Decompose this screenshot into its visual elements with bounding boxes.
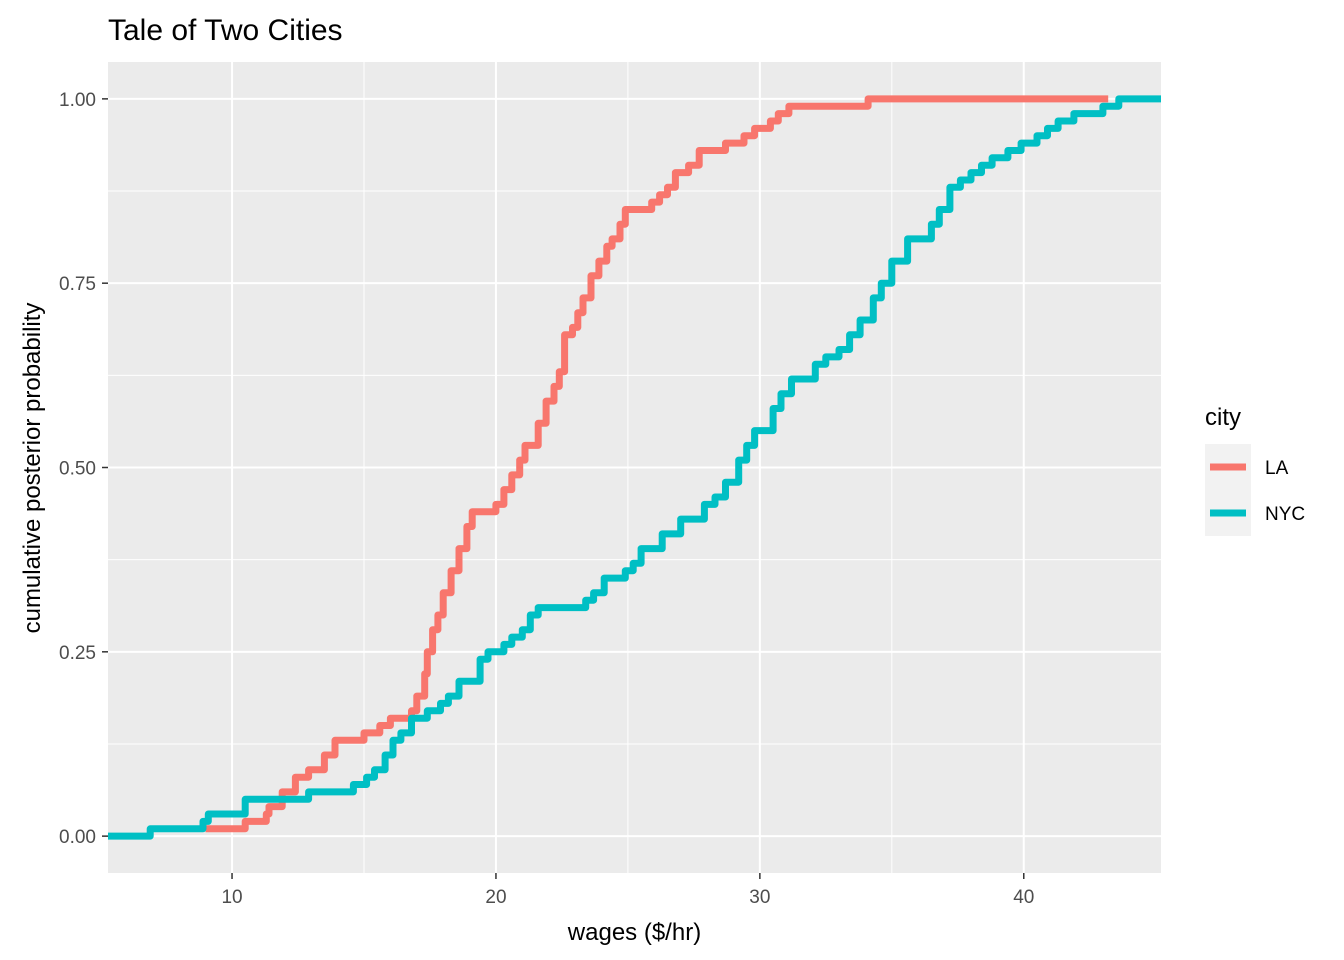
x-axis: 10 20 30 40 <box>221 873 1034 908</box>
x-axis-title: wages ($/hr) <box>567 919 701 946</box>
legend-label-la: LA <box>1265 458 1289 479</box>
x-tick-label: 10 <box>221 887 242 908</box>
series-layer <box>108 95 1161 840</box>
y-tick-label: 0.75 <box>59 274 96 295</box>
major-gridlines <box>108 62 1161 873</box>
y-axis-title: cumulative posterior probability <box>19 303 46 634</box>
y-axis: 0.00 0.25 0.50 0.75 1.00 <box>59 90 108 848</box>
y-tick-label: 0.00 <box>59 827 96 848</box>
x-tick-label: 30 <box>749 887 770 908</box>
y-tick-label: 0.25 <box>59 643 96 664</box>
legend-title: city <box>1205 404 1241 431</box>
legend-label-nyc: NYC <box>1265 504 1305 525</box>
y-tick-label: 0.50 <box>59 459 96 480</box>
x-tick-label: 20 <box>485 887 506 908</box>
y-tick-label: 1.00 <box>59 90 96 111</box>
series-line-nyc <box>108 95 1161 840</box>
legend-keys: LA NYC <box>1205 444 1305 536</box>
x-tick-label: 40 <box>1013 887 1034 908</box>
legend: city LA NYC <box>1205 404 1305 536</box>
series-line-la <box>205 95 1109 833</box>
chart-title: Tale of Two Cities <box>108 14 343 47</box>
